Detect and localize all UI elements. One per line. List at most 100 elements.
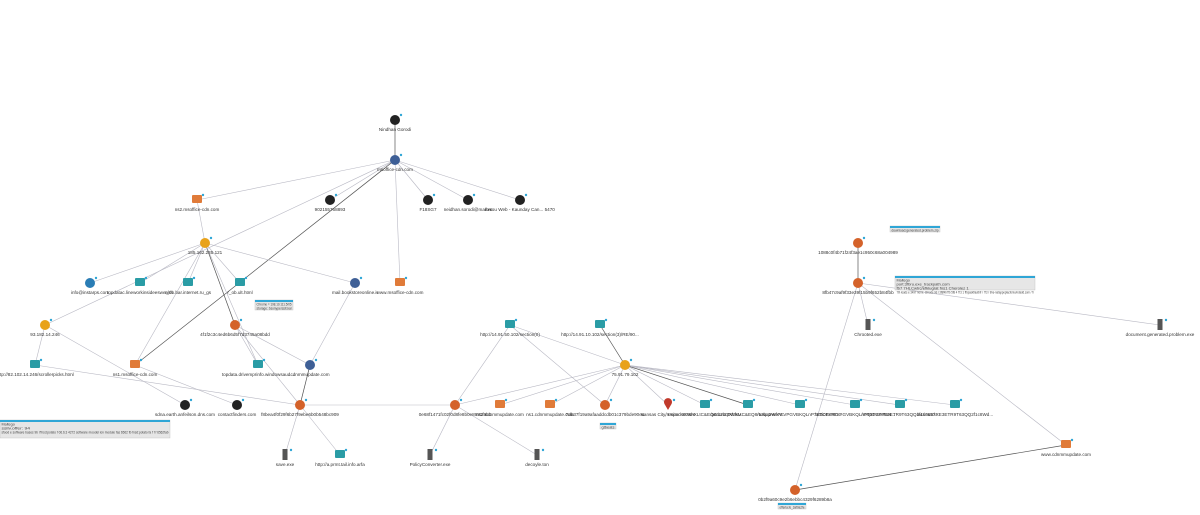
- node: r_ob.bar.internet.ru_gs: [165, 276, 212, 295]
- node-badge: [334, 193, 338, 197]
- node-label: Kansas City, United States: [641, 412, 696, 417]
- node-badge: [434, 448, 438, 452]
- node-icon: [40, 320, 50, 330]
- node-label: topdata.drivemprinfo.windowsaud...: [222, 372, 294, 377]
- node-label: http://14.91.50.102/section(0): [480, 332, 540, 337]
- node-label: info@instarps.com: [71, 290, 109, 295]
- node: Nindhan Gorodi: [379, 113, 411, 132]
- node-icon: [865, 319, 871, 330]
- note-text: ssilv.offer: 94: [2, 427, 31, 431]
- node-badge: [752, 398, 756, 402]
- node-label: F18SG7: [419, 207, 437, 212]
- node-label: http://82.102.14.246/scrollerpicks.html: [0, 372, 74, 377]
- note-text: download.generated.problem.zip: [892, 229, 939, 233]
- edge: [624, 364, 706, 406]
- edge: [329, 159, 396, 201]
- node-badge: [872, 318, 876, 322]
- node-icon: [235, 278, 245, 286]
- edge: [454, 364, 626, 406]
- edge: [134, 242, 206, 366]
- node-badge: [304, 398, 308, 402]
- edge: [196, 199, 206, 244]
- node-label: save.exe: [276, 462, 295, 467]
- node-badge: [959, 398, 963, 402]
- node-badge: [314, 358, 318, 362]
- node-label: http://a.prmt.tail.info.arfa: [315, 462, 365, 467]
- node: /action2?XhXLtC&EQ8r1Jbq2WfxV...: [710, 398, 786, 417]
- note-bar: [255, 300, 293, 302]
- node: topdata.drivemprinfo.windowsaud...: [222, 358, 294, 377]
- node-label: sdna.earth.anfeilson.dns.com: [155, 412, 215, 417]
- node-label: 93.182.14.246: [30, 332, 60, 337]
- edge: [299, 364, 311, 406]
- node: info@instarps.com: [71, 276, 109, 295]
- edge: [187, 242, 206, 284]
- node-icon: [1061, 440, 1071, 448]
- node-badge: [39, 358, 43, 362]
- node-badge: [189, 398, 193, 402]
- node-badge: [504, 398, 508, 402]
- note-bar: [0, 420, 170, 422]
- node: 93.182.14.246: [30, 318, 60, 337]
- node-label: decoyle.ton: [525, 462, 549, 467]
- node-icon: [950, 400, 960, 408]
- node-icon: [853, 278, 863, 288]
- node-icon: [200, 238, 210, 248]
- node: /response?XhXLtC&EQ8r1Jbq2WfxV...: [665, 398, 745, 417]
- node-icon: [795, 400, 805, 408]
- note-bar: [600, 423, 616, 425]
- node-icon: [180, 400, 190, 410]
- node-badge: [804, 398, 808, 402]
- node-icon: [192, 195, 202, 203]
- node-icon: [230, 320, 240, 330]
- note: offeria.fe_3af0a2fe: [777, 502, 807, 510]
- edge: [394, 159, 401, 284]
- node: /action2?RE3ETR9T63QQ2f1c8Wd...: [917, 398, 993, 417]
- node-badge: [359, 276, 363, 280]
- node-badge: [459, 398, 463, 402]
- node-badge: [399, 113, 403, 117]
- node: 902155768893: [315, 193, 346, 212]
- node-icon: [545, 400, 555, 408]
- edge: [624, 364, 956, 406]
- node: 0b2f9a60c9e2b6ebbc4329f6289b8a: [758, 483, 832, 502]
- node-label: mail.bookstoreonline.ir: [332, 290, 378, 295]
- node: 75.91.79.102: [612, 358, 639, 377]
- node-badge: [432, 193, 436, 197]
- node-label: PolicyConverter.exe: [410, 462, 451, 467]
- node: 4f1f2c3c4ed6b6d5f7d3745a08bdd: [200, 318, 270, 337]
- node: 0e68f1471fc02f0d8fe8b0e8981f9b1: [419, 398, 492, 417]
- node-icon: [325, 195, 335, 205]
- node-icon: [743, 400, 753, 408]
- node-icon: [253, 360, 263, 368]
- edge: [429, 404, 456, 456]
- node-badge: [289, 448, 293, 452]
- node-icon: [515, 195, 525, 205]
- node-label: /action2?RE3ETR9T63QQ2f1c8Wd...: [917, 412, 993, 417]
- node-icon: [790, 485, 800, 495]
- node-icon: [390, 115, 400, 125]
- node-label: www.msoffice-cdn.com: [377, 290, 424, 295]
- note-text: fb7 7HLCwtrc/efklugrat fns1 Cherolez 1: [897, 287, 969, 291]
- node-badge: [209, 236, 213, 240]
- edge: [204, 242, 236, 326]
- node: /response?EVPGVBKQLnPT0TCT8WG...: [757, 398, 843, 417]
- node-icon: [130, 360, 140, 368]
- node-badge: [239, 318, 243, 322]
- node-icon: [700, 400, 710, 408]
- node-label: Chrooted.exe: [854, 332, 882, 337]
- node: neidhan.sorodi@mail.ru: [444, 193, 493, 212]
- node-icon: [450, 400, 460, 410]
- edge: [454, 324, 511, 406]
- edge: [299, 404, 341, 456]
- note-text: Chrome = 198.19.111.5/05: [257, 303, 292, 307]
- edge: [204, 242, 356, 284]
- node-label: topdatac.lineworkinsideeswealth: [107, 290, 173, 295]
- node: ns2.cdnmmupdate.com: [476, 398, 524, 417]
- node: ns1.msoffice-cdn.com: [113, 358, 157, 377]
- node-icon: [853, 238, 863, 248]
- node-label: ns1.cdnmmupdate.com: [526, 412, 574, 417]
- edge: [624, 364, 856, 406]
- node-icon: [600, 400, 610, 410]
